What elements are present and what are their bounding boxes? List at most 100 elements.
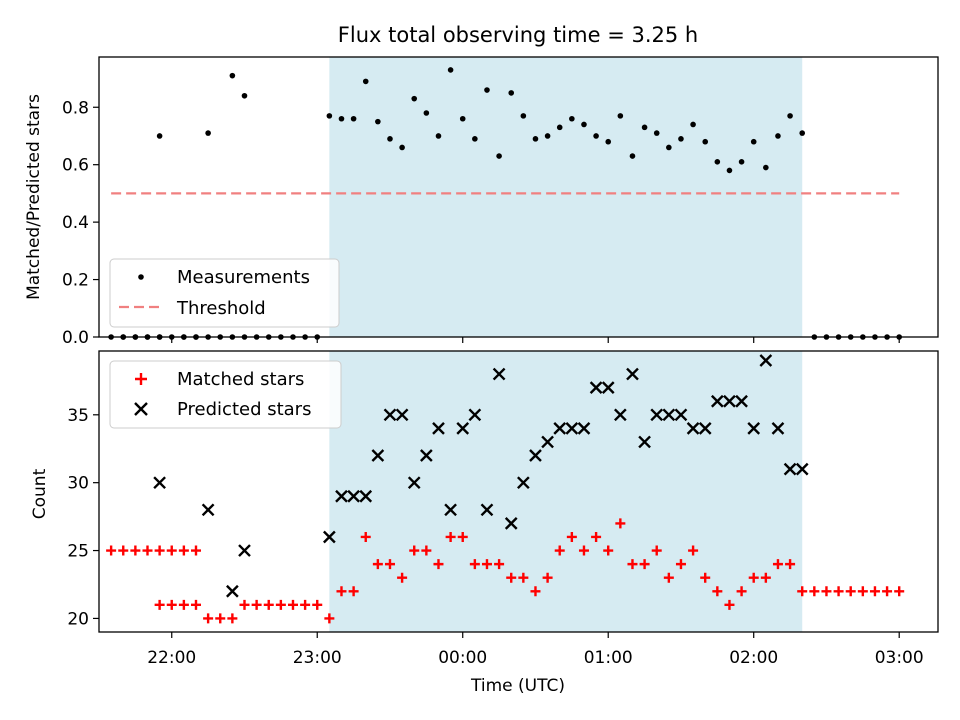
matched-star-marker (578, 545, 589, 556)
matched-star-marker (481, 559, 492, 570)
matched-star-marker (663, 572, 674, 583)
measurement-point (581, 121, 587, 128)
predicted-star-marker (480, 503, 494, 517)
measurement-point (556, 124, 563, 131)
matched-star-marker (372, 559, 383, 570)
x-tick-label: 02:00 (729, 648, 778, 668)
predicted-star-marker (662, 408, 676, 422)
y-tick-label: 25 (67, 542, 89, 562)
measurement-point (399, 144, 405, 151)
matched-star-marker (821, 586, 832, 597)
predicted-star-marker (674, 408, 688, 422)
y-tick-label: 0.0 (62, 328, 89, 348)
matched-star-marker (360, 531, 371, 542)
legend-measurements-label: Measurements (177, 267, 310, 288)
matched-star-marker (542, 572, 553, 583)
predicted-star-marker (456, 422, 470, 435)
measurement-point (156, 133, 163, 139)
matched-star-marker (142, 545, 153, 556)
measurement-point (617, 113, 624, 119)
predicted-star-marker (626, 367, 639, 381)
measurement-point (532, 136, 539, 142)
y-tick-label: 35 (67, 406, 89, 426)
measurement-point (690, 121, 696, 128)
x-tick-label: 01:00 (584, 648, 633, 668)
matched-star-marker (869, 586, 880, 597)
ratio-panel-frame (98, 56, 939, 338)
measurement-point (229, 72, 236, 79)
matched-star-marker (263, 599, 274, 610)
legend-measurements-marker (138, 274, 144, 280)
matched-star-marker (894, 586, 905, 597)
measurement-point (205, 130, 211, 136)
matched-star-marker (397, 572, 408, 583)
matched-star-marker (712, 586, 723, 597)
matched-star-marker (785, 559, 796, 570)
ratio-legend: Measurements Threshold (109, 258, 340, 328)
matched-star-marker (615, 518, 626, 529)
x-tick-label: 03:00 (875, 648, 924, 668)
measurement-point (435, 133, 442, 139)
matched-star-marker (336, 586, 347, 597)
predicted-star-marker (444, 503, 457, 517)
predicted-star-marker (359, 489, 373, 503)
legend-matched-marker (135, 373, 147, 385)
matched-star-marker (227, 613, 238, 624)
predicted-star-marker (504, 517, 518, 530)
matched-star-marker (651, 545, 662, 556)
measurement-point (787, 113, 793, 119)
matched-star-marker (287, 599, 298, 610)
matched-star-marker (118, 545, 129, 556)
measurement-point (411, 95, 418, 102)
measurement-point (641, 124, 648, 131)
matched-star-marker (736, 586, 747, 597)
measurement-point (763, 164, 769, 171)
legend-predicted-label: Predicted stars (177, 399, 311, 420)
legend-matched-label: Matched stars (177, 369, 304, 390)
predicted-star-marker (492, 367, 506, 381)
measurement-point (423, 110, 430, 116)
measurement-point (678, 136, 684, 142)
x-tick-label: 23:00 (293, 648, 342, 668)
predicted-star-marker (783, 462, 797, 476)
predicted-star-marker (323, 530, 336, 544)
predicted-star-marker (710, 394, 724, 408)
matched-star-marker (324, 613, 335, 624)
matched-star-marker (748, 572, 759, 583)
measurement-point (775, 133, 781, 139)
matched-star-marker (469, 559, 480, 570)
y-tick-label: 0.2 (62, 271, 89, 291)
matched-star-marker (530, 586, 541, 597)
predicted-star-marker (771, 422, 785, 435)
matched-star-marker (772, 559, 783, 570)
y-tick-label: 30 (67, 474, 89, 494)
measurement-point (520, 113, 527, 119)
matched-star-marker (384, 559, 395, 570)
count-legend-box (109, 360, 342, 429)
y-tick-label: 20 (67, 609, 89, 629)
matched-star-marker (833, 586, 844, 597)
predicted-star-marker (468, 408, 482, 422)
matched-star-marker (457, 531, 468, 542)
matched-star-marker (154, 545, 165, 556)
matched-star-marker (348, 586, 359, 597)
measurement-point (350, 115, 357, 122)
measurement-point (338, 115, 345, 122)
measurement-point (750, 138, 757, 145)
matched-star-marker (190, 545, 201, 556)
measurement-point (569, 115, 575, 122)
measurement-point (472, 136, 478, 142)
predicted-star-marker (686, 422, 700, 435)
matched-star-marker (809, 586, 820, 597)
predicted-star-marker (795, 462, 809, 476)
matched-star-marker (554, 545, 565, 556)
measurement-point (629, 153, 636, 159)
ratio-panel: 0.00.20.40.60.8 Matched/Predicted stars … (24, 56, 939, 348)
predicted-star-marker (517, 476, 530, 490)
measurement-point (387, 136, 393, 142)
matched-star-marker (166, 545, 177, 556)
predicted-star-marker (371, 449, 385, 462)
matched-star-marker (433, 559, 444, 570)
matched-star-marker (857, 586, 868, 597)
measurement-point (726, 167, 733, 174)
